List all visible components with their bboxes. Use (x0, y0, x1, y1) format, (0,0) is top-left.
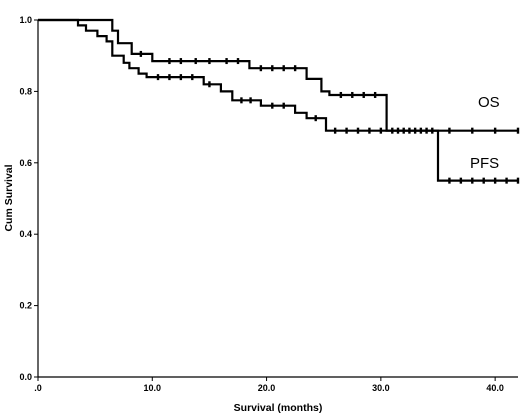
y-tick-label: 0.8 (19, 86, 32, 96)
censor-marks (139, 50, 520, 184)
x-tick-label: 10.0 (144, 383, 162, 393)
survival-curves (38, 18, 518, 182)
curve-pfs (38, 18, 518, 182)
x-axis-title: Survival (months) (234, 402, 323, 414)
y-tick-label: 0.0 (19, 372, 32, 382)
axes (37, 20, 518, 378)
y-tick-label: 0.2 (19, 301, 32, 311)
curve-os (38, 18, 518, 132)
x-ticks: .0 10.0 20.0 30.0 40.0 (34, 377, 504, 393)
y-tick-label: 0.6 (19, 158, 32, 168)
series-label-pfs: PFS (470, 155, 499, 172)
x-tick-label: .0 (34, 383, 42, 393)
x-tick-label: 40.0 (486, 383, 504, 393)
y-axis-title: Cum Survival (3, 164, 15, 231)
x-tick-label: 30.0 (372, 383, 390, 393)
series-label-os: OS (478, 94, 500, 111)
x-tick-label: 20.0 (258, 383, 276, 393)
y-tick-label: 0.4 (19, 229, 32, 239)
y-tick-label: 1.0 (19, 15, 32, 25)
y-ticks: 0.0 0.2 0.4 0.6 0.8 1.0 (19, 15, 38, 382)
